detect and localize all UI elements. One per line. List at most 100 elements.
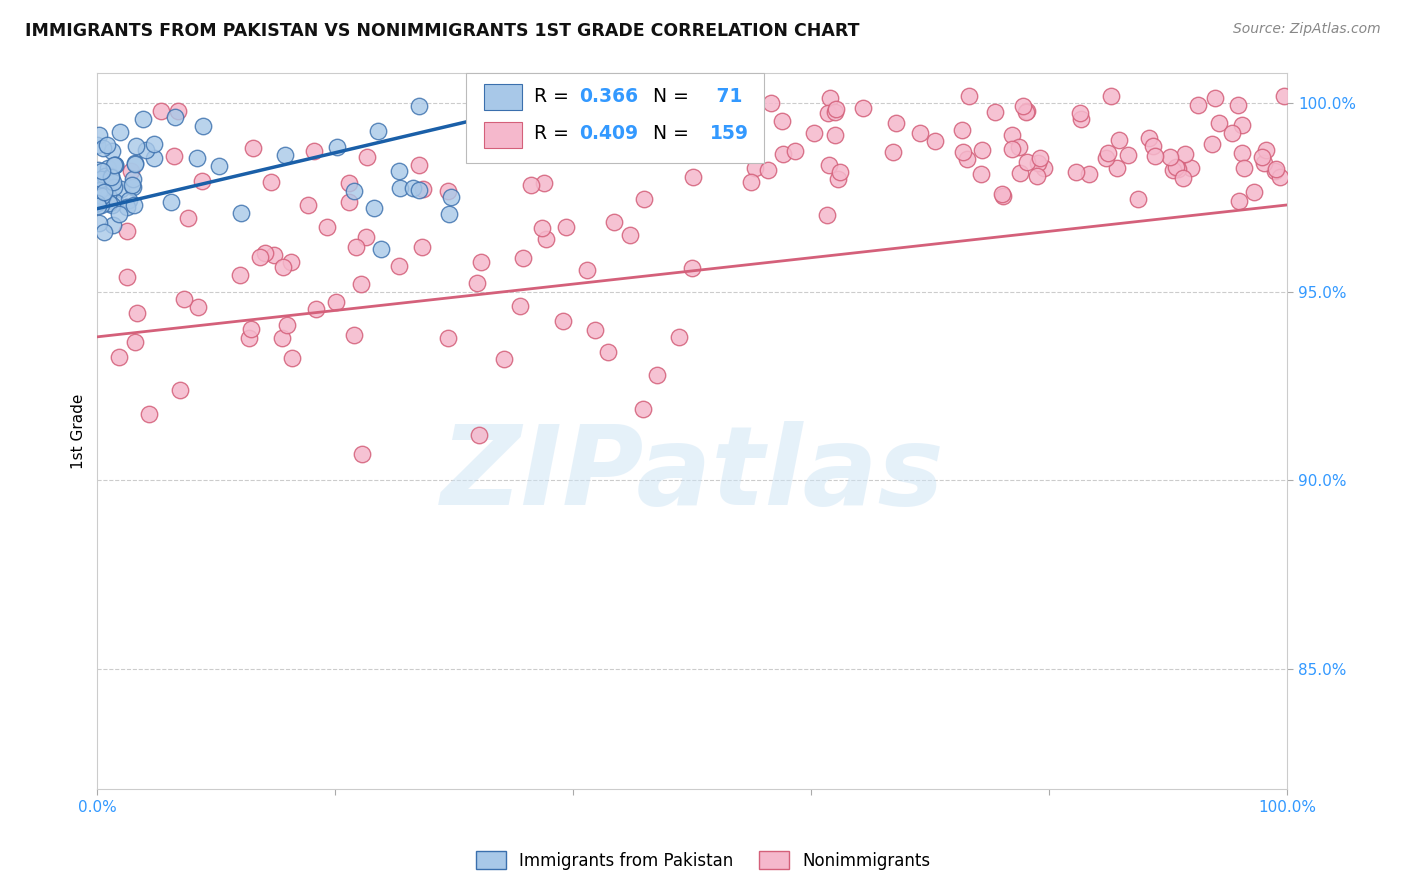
Point xyxy=(229,268,252,283)
Point xyxy=(530,220,553,235)
Point xyxy=(281,351,304,366)
Point xyxy=(1180,161,1202,175)
Text: N =: N = xyxy=(641,87,695,106)
Point xyxy=(229,206,252,220)
Point xyxy=(950,122,973,136)
Point xyxy=(389,181,412,195)
Point xyxy=(1270,170,1292,185)
Point xyxy=(87,174,110,188)
Point xyxy=(104,195,127,210)
Point xyxy=(682,169,704,184)
Point xyxy=(1250,150,1272,164)
Point xyxy=(90,197,112,211)
Point xyxy=(276,318,298,332)
Point xyxy=(1107,161,1129,175)
Point xyxy=(103,175,125,189)
Point xyxy=(132,112,155,127)
Point xyxy=(772,147,794,161)
Point xyxy=(744,161,766,176)
Point xyxy=(239,322,262,336)
Point xyxy=(363,201,385,215)
Point xyxy=(1032,161,1054,176)
Point xyxy=(817,158,839,172)
Point xyxy=(121,179,143,194)
Point xyxy=(728,140,751,154)
Point xyxy=(135,143,157,157)
Point xyxy=(1015,104,1038,119)
FancyBboxPatch shape xyxy=(484,85,522,111)
Point xyxy=(1017,154,1039,169)
Point xyxy=(465,276,488,290)
Point xyxy=(1116,148,1139,162)
Point xyxy=(1254,143,1277,157)
Point xyxy=(1243,186,1265,200)
Point xyxy=(882,145,904,159)
Point xyxy=(908,126,931,140)
Point xyxy=(122,198,145,212)
Point xyxy=(166,103,188,118)
Point xyxy=(1161,163,1184,178)
Point xyxy=(124,334,146,349)
Point xyxy=(1208,116,1230,130)
Point xyxy=(1174,147,1197,161)
Point xyxy=(815,208,838,222)
Point xyxy=(408,183,430,197)
Text: N =: N = xyxy=(641,124,695,144)
Point xyxy=(150,103,173,118)
Point xyxy=(824,102,846,116)
FancyBboxPatch shape xyxy=(484,122,522,148)
Point xyxy=(352,447,374,461)
Text: 0.366: 0.366 xyxy=(579,87,638,106)
Point xyxy=(411,240,433,254)
Point xyxy=(97,195,120,210)
Point xyxy=(138,407,160,421)
Point xyxy=(1095,151,1118,165)
Point xyxy=(297,198,319,212)
Point xyxy=(1000,142,1022,156)
Point xyxy=(120,163,142,178)
Point xyxy=(1029,151,1052,165)
Point xyxy=(470,255,492,269)
Point xyxy=(343,328,366,343)
Point xyxy=(191,119,214,133)
Text: 0.409: 0.409 xyxy=(579,124,638,144)
Point xyxy=(1077,167,1099,181)
Point xyxy=(770,113,793,128)
Point xyxy=(122,171,145,186)
Point xyxy=(681,260,703,275)
Text: 159: 159 xyxy=(710,124,749,144)
Point xyxy=(125,138,148,153)
Point xyxy=(263,248,285,262)
Point xyxy=(238,331,260,345)
Point xyxy=(87,216,110,230)
Point xyxy=(165,110,187,124)
Point xyxy=(1015,103,1038,118)
Point xyxy=(271,260,294,274)
Point xyxy=(91,163,114,178)
Point xyxy=(1099,88,1122,103)
Point xyxy=(1264,164,1286,178)
Point xyxy=(187,300,209,314)
Point xyxy=(803,126,825,140)
Point xyxy=(437,184,460,198)
Text: IMMIGRANTS FROM PAKISTAN VS NONIMMIGRANTS 1ST GRADE CORRELATION CHART: IMMIGRANTS FROM PAKISTAN VS NONIMMIGRANT… xyxy=(25,22,860,40)
Point xyxy=(1227,98,1250,112)
Point xyxy=(124,157,146,171)
Point xyxy=(115,200,138,214)
Point xyxy=(1001,128,1024,143)
Point xyxy=(325,140,347,154)
Point xyxy=(602,215,624,229)
Point xyxy=(824,128,846,143)
Point xyxy=(693,132,716,146)
Point xyxy=(952,145,974,160)
Point xyxy=(127,306,149,320)
Point xyxy=(817,106,839,120)
Point xyxy=(686,134,709,148)
Point xyxy=(89,185,111,199)
Point xyxy=(1126,192,1149,206)
Point xyxy=(402,181,425,195)
Point xyxy=(370,242,392,256)
Point xyxy=(1143,149,1166,163)
Point xyxy=(759,95,782,110)
Point xyxy=(991,189,1014,203)
